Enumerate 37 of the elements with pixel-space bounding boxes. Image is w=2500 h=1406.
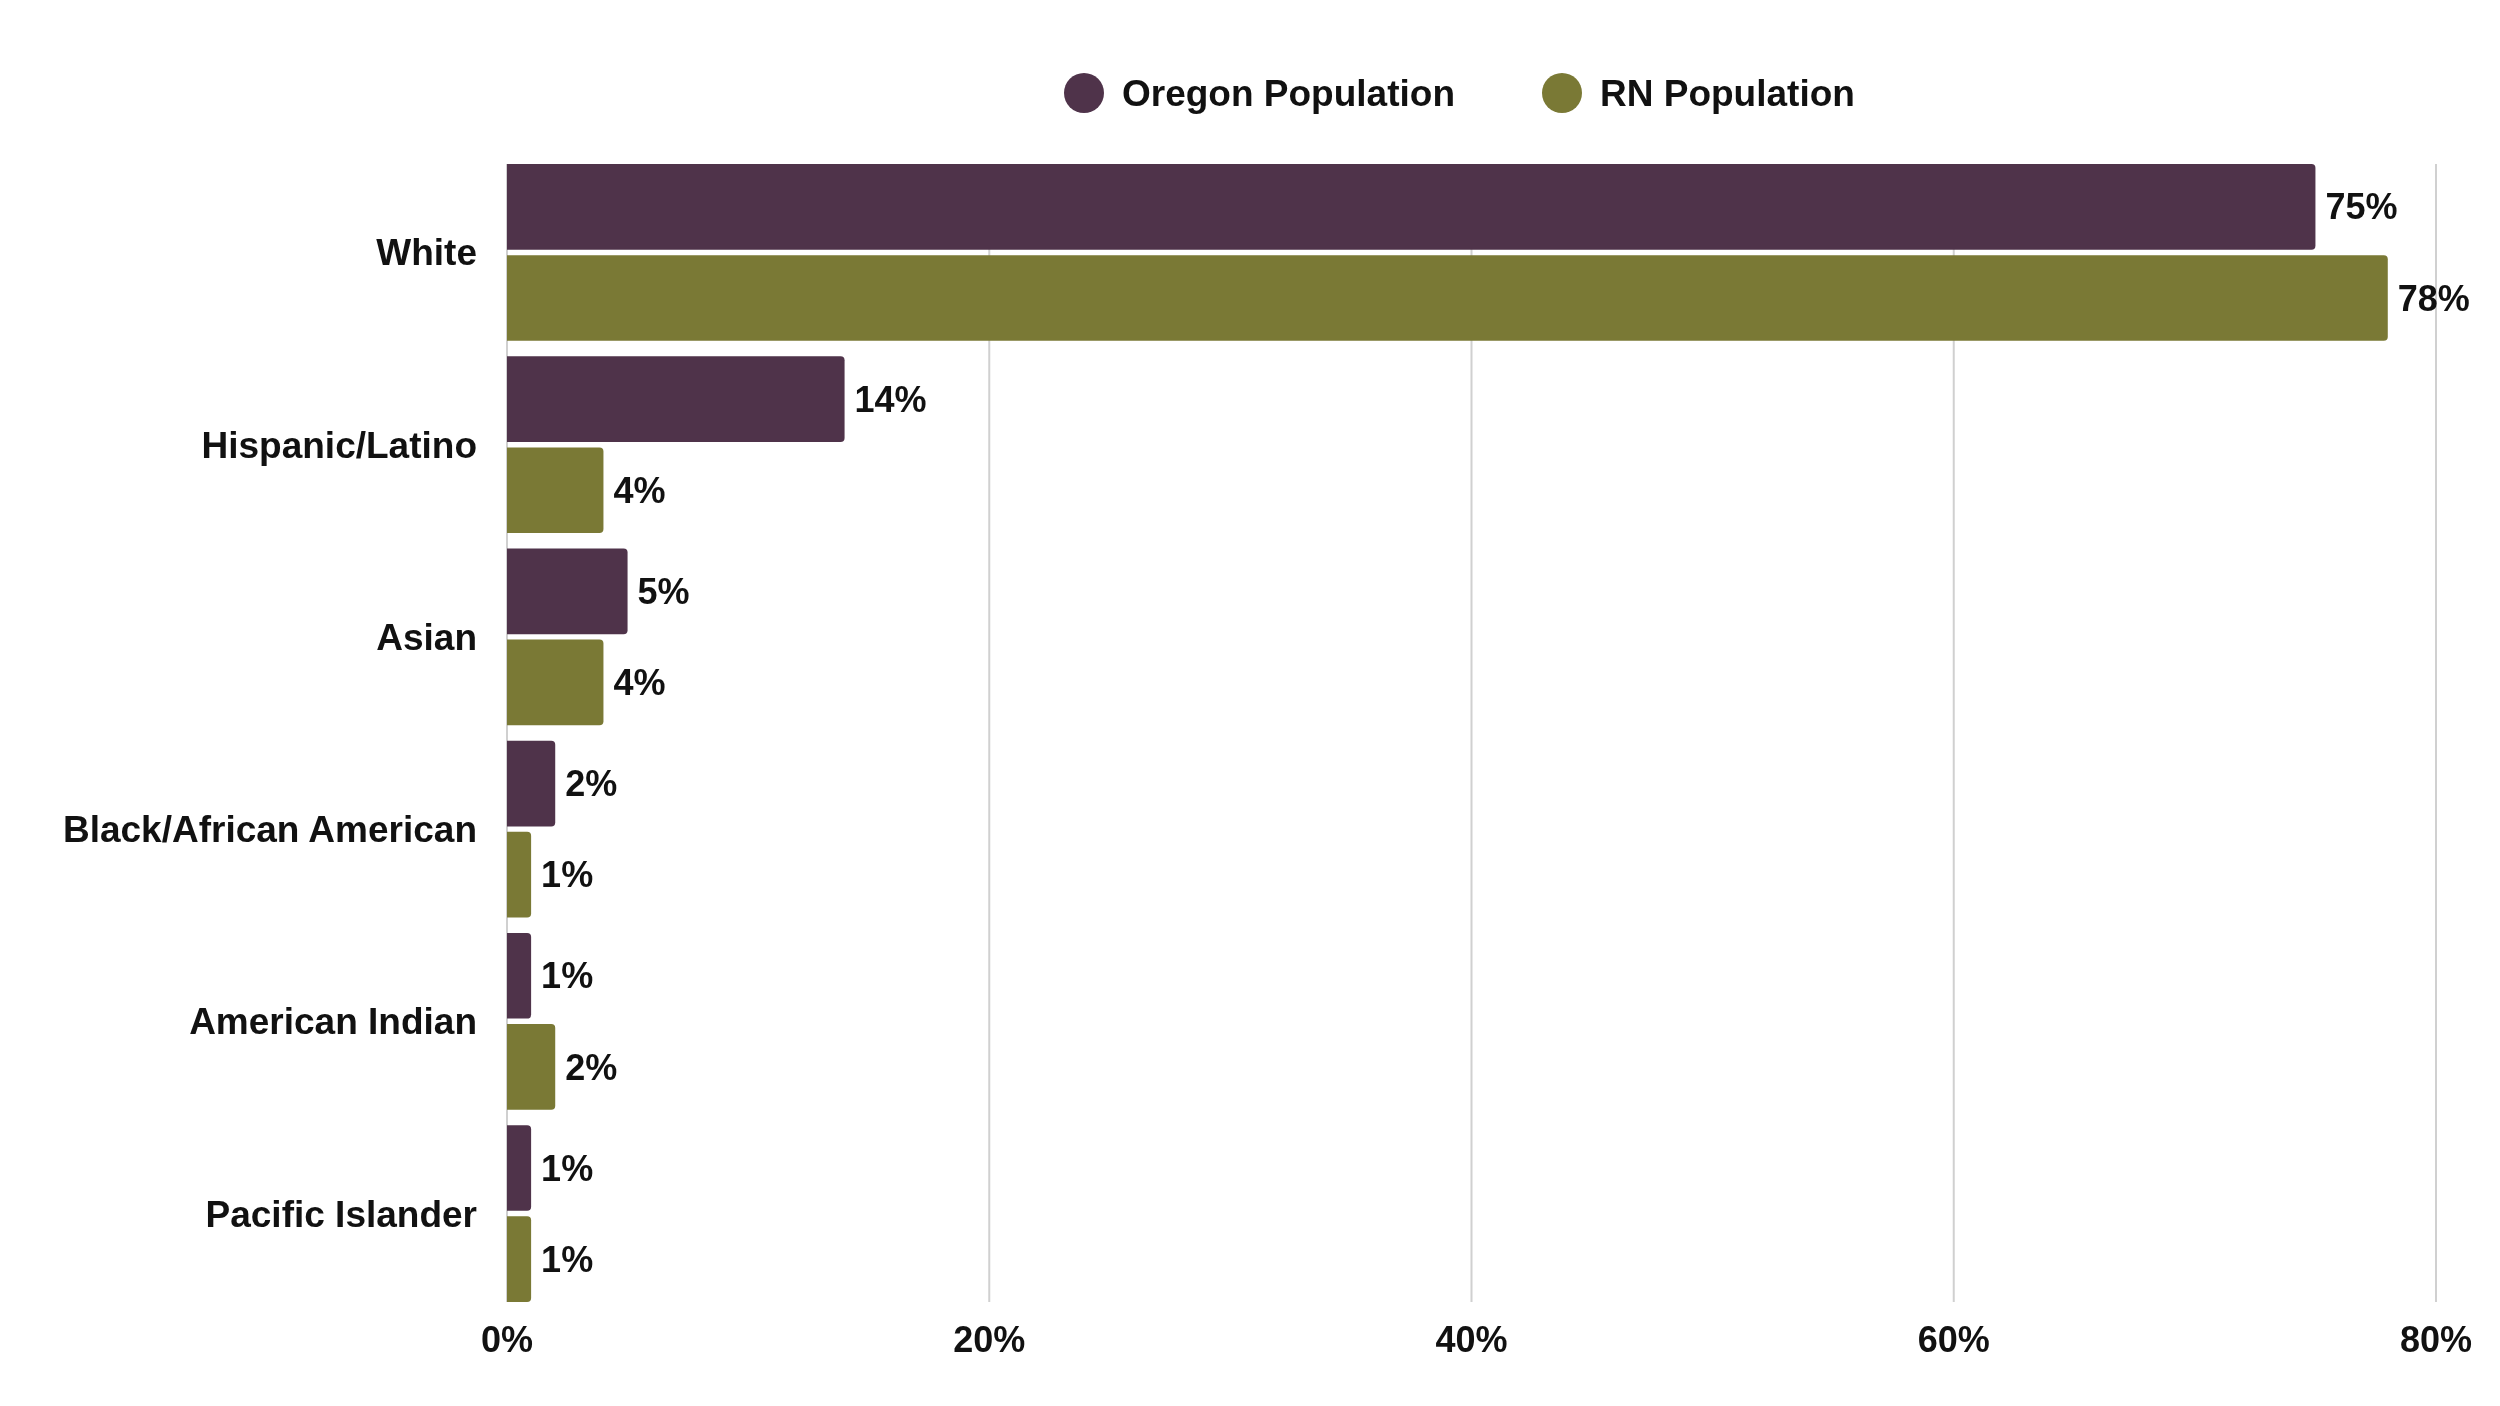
x-tick-label: 60% [1917,1319,1990,1360]
y-tick-label: Pacific Islander [205,1193,477,1235]
data-label: 2% [565,1046,618,1088]
y-tick-label: Asian [376,616,477,658]
legend-label: RN Population [1600,72,1855,114]
y-tick-label: American Indian [189,1001,477,1043]
y-tick-label: White [376,232,477,274]
y-tick-label: Black/African American [62,809,477,851]
x-tick-label: 20% [953,1319,1026,1360]
legend-label: Oregon Population [1122,72,1455,114]
data-label: 75% [2325,186,2398,228]
data-label: 4% [613,662,666,704]
x-tick-label: 0% [480,1319,534,1360]
bar [507,639,604,726]
data-label: 2% [565,763,618,805]
bar [507,356,845,442]
data-label: 14% [854,378,927,420]
bar [507,1024,556,1110]
data-label: 78% [2397,277,2470,319]
bar [507,447,604,534]
bar [507,932,532,1019]
x-tick-label: 40% [1435,1319,1508,1360]
bar [507,831,532,918]
bar [507,1216,532,1302]
bar [507,164,2316,250]
data-label: 4% [613,469,666,511]
data-label: 1% [541,1147,594,1189]
x-tick-label: 80% [2399,1319,2473,1360]
data-label: 1% [541,854,594,896]
y-tick-label: Hispanic/Latino [201,424,477,466]
data-label: 1% [541,955,594,997]
bar [507,740,556,827]
bar [507,255,2388,341]
bar [507,548,628,635]
data-label: 1% [541,1238,594,1280]
bar [507,1125,532,1211]
data-label: 5% [637,570,690,612]
